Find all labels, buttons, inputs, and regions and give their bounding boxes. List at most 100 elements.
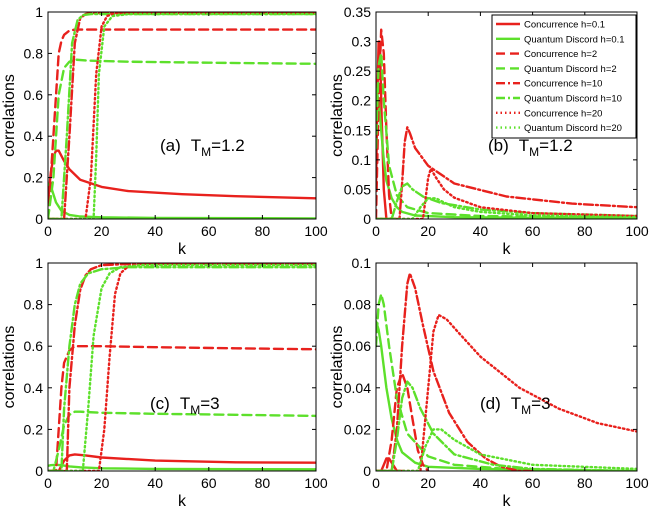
y-tick-label: 0 (363, 463, 371, 479)
panel-c: 0 20 40 60 80 100 0 0.2 0.4 0.6 0.8 1 k correlations (… (1, 255, 328, 510)
legend-label: Concurrence h=0.1 (524, 20, 605, 31)
y-tick-label: 0.6 (24, 87, 44, 103)
annotation-value: =3 (200, 394, 219, 413)
panel-d: 0 20 40 60 80 100 0 0.02 0.04 0.06 0.08 0.1 k correla… (329, 255, 649, 510)
x-tick-label: 60 (525, 475, 541, 491)
series-line (376, 372, 430, 471)
x-axis-label: k (178, 493, 187, 510)
series-line (48, 12, 316, 219)
x-tick-label: 40 (147, 223, 163, 239)
series-group (376, 272, 637, 471)
annotation-subscript: M (529, 145, 539, 159)
x-tick-label: 40 (473, 475, 489, 491)
legend-label: Quantum Discord h=20 (524, 123, 622, 134)
legend-box (491, 14, 637, 139)
series-line (48, 149, 316, 204)
y-tick-label: 0.4 (24, 380, 44, 396)
y-tick-label: 1 (35, 4, 43, 20)
series-line (48, 12, 316, 219)
x-tick-label: 40 (473, 223, 489, 239)
legend: Concurrence h=0.1 Quantum Discord h=0.1 Co… (491, 14, 637, 139)
annotation-value: =1.2 (539, 136, 573, 155)
y-tick-label: 0.05 (344, 181, 371, 197)
legend-label: Quantum Discord h=2 (524, 64, 617, 75)
series-line (376, 167, 637, 219)
y-tick-label: 0.06 (344, 338, 371, 354)
y-tick-label: 0.04 (344, 380, 371, 396)
series-line (376, 182, 637, 219)
x-tick-label: 100 (304, 223, 328, 239)
series-line (376, 272, 534, 471)
y-tick-label: 0.25 (344, 63, 371, 79)
y-tick-label: 0.8 (24, 297, 44, 313)
axes-frame (47, 11, 317, 220)
y-tick-label: 0.8 (24, 45, 44, 61)
y-tick-label: 0.2 (24, 170, 44, 186)
legend-label: Quantum Discord h=0.1 (524, 34, 625, 45)
annotation-symbol: T (511, 394, 521, 413)
y-axis-label: correlations (329, 74, 346, 157)
y-tick-label: 0.3 (352, 34, 372, 50)
series-line (48, 463, 316, 471)
panel-annotation: (b) TM=1.2 (488, 136, 573, 159)
y-tick-label: 0.2 (352, 93, 372, 109)
annotation-symbol: T (191, 136, 201, 155)
x-tick-label: 80 (255, 223, 271, 239)
panel-label: (b) (488, 136, 509, 155)
panel-label: (c) (150, 394, 170, 413)
y-tick-label: 0.08 (344, 297, 371, 313)
panel-annotation: (c) TM=3 (150, 394, 220, 417)
series-line (376, 313, 637, 471)
y-tick-label: 1 (35, 255, 43, 271)
series-line (376, 52, 637, 219)
annotation-symbol: T (180, 394, 190, 413)
x-tick-label: 0 (44, 223, 52, 239)
annotation-subscript: M (190, 403, 200, 417)
panel-annotation: (a) TM=1.2 (160, 136, 245, 159)
series-line (48, 410, 316, 471)
series-line (376, 428, 637, 471)
annotation-value: =1.2 (211, 136, 245, 155)
y-tick-label: 0.4 (24, 128, 44, 144)
panel-label: (d) (480, 394, 501, 413)
y-tick-label: 0.02 (344, 421, 371, 437)
legend-label: Concurrence h=2 (524, 49, 597, 60)
y-tick-label: 0.2 (24, 421, 44, 437)
y-axis-label: correlations (1, 74, 18, 157)
x-tick-label: 20 (94, 223, 110, 239)
panel-b: 0 20 40 60 80 100 0 0.05 0.1 0.15 0.2 0.25 0.3 0.35 k c… (329, 4, 649, 258)
legend-label: Concurrence h=10 (524, 79, 602, 90)
series-line (48, 263, 316, 471)
series-line (376, 380, 637, 471)
x-tick-label: 40 (147, 475, 163, 491)
x-tick-label: 60 (201, 475, 217, 491)
series-line (376, 197, 637, 219)
annotation-subscript: M (201, 145, 211, 159)
y-tick-label: 0.1 (352, 152, 372, 168)
series-line (48, 263, 316, 471)
series-line (48, 263, 316, 471)
x-tick-label: 0 (372, 475, 380, 491)
x-axis-label: k (503, 493, 512, 510)
x-tick-label: 0 (372, 223, 380, 239)
axes-frame (375, 11, 638, 220)
y-axis-label: correlations (329, 326, 346, 409)
y-tick-label: 0 (35, 463, 43, 479)
x-axis-label: k (178, 241, 187, 258)
y-tick-label: 0.1 (352, 255, 372, 271)
y-tick-label: 0.6 (24, 338, 44, 354)
series-line (376, 293, 637, 471)
x-tick-label: 80 (255, 475, 271, 491)
series-group (48, 12, 316, 219)
series-group (48, 263, 316, 471)
panel-a: 0 20 40 60 80 100 0 0.2 0.4 0.6 0.8 1 k correlations (… (1, 4, 328, 258)
x-tick-label: 60 (525, 223, 541, 239)
series-line (48, 28, 316, 219)
axes-frame (47, 262, 317, 472)
x-tick-label: 100 (625, 223, 649, 239)
series-line (48, 12, 316, 219)
y-axis-label: correlations (1, 326, 18, 409)
series-line (48, 12, 316, 219)
x-axis-label: k (503, 241, 512, 258)
